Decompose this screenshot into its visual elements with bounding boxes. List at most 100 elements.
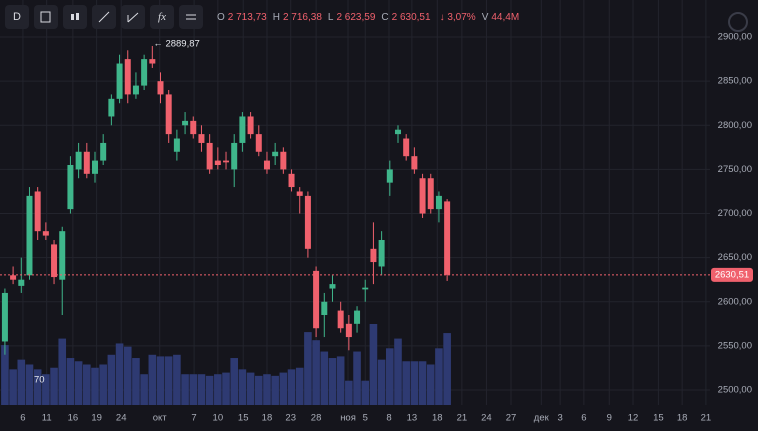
x-tick-label: 24 (481, 413, 492, 424)
x-tick-label: 12 (628, 413, 639, 424)
volume-bar (132, 358, 140, 405)
x-tick-label: 19 (91, 413, 102, 424)
volume-bar (99, 364, 107, 405)
candle-body (444, 201, 451, 275)
candle-body (370, 248, 377, 263)
candle-body (362, 287, 369, 290)
volume-bar (377, 359, 386, 405)
volume-bar (443, 333, 451, 405)
volume-bar (304, 332, 312, 405)
x-tick-label: 21 (457, 413, 468, 424)
volume-bar (254, 375, 263, 405)
candle-body (108, 98, 115, 117)
volume-bar (418, 361, 427, 405)
candle-body (435, 195, 442, 210)
candle-body (34, 191, 41, 232)
candle-body (394, 129, 401, 135)
candle-body (18, 279, 25, 286)
indicators-button[interactable]: fx (150, 5, 174, 29)
candle-body (190, 120, 197, 135)
volume-bar (66, 358, 75, 405)
candle-body (198, 134, 205, 143)
volume-bar (25, 364, 34, 405)
settings-button[interactable] (179, 5, 203, 29)
candle-body (386, 169, 393, 183)
candle-body (411, 156, 418, 170)
candle-body (419, 178, 426, 214)
y-tick-label: 2700,00 (718, 208, 752, 219)
x-tick-label: 8 (386, 413, 391, 424)
volume-bar (58, 338, 67, 405)
chart-type-button[interactable] (63, 5, 87, 29)
candle-body (329, 284, 336, 289)
volume-bar (394, 338, 402, 405)
volume-bar (91, 367, 99, 405)
candle-body (345, 323, 352, 338)
settings-icon[interactable] (728, 12, 748, 32)
candle-body (124, 59, 131, 95)
volume-bar (361, 380, 370, 405)
candle-body (304, 195, 311, 249)
candle-body (263, 160, 270, 170)
candle-body (337, 310, 344, 329)
ohlc-key: L (327, 11, 334, 23)
candle-body (296, 191, 303, 196)
template-button[interactable] (34, 5, 58, 29)
x-tick-label: 3 (557, 413, 562, 424)
volume-bar (123, 346, 132, 405)
volume-bar (369, 324, 378, 405)
volume-bar (140, 374, 148, 405)
y-tick-label: 2900,00 (718, 32, 752, 43)
y-tick-label: 2500,00 (718, 385, 752, 396)
x-tick-label: 15 (653, 413, 664, 424)
candle-body (288, 173, 295, 188)
high-annotation: ← 2889,87 (153, 39, 199, 50)
candle-body (354, 310, 361, 324)
candle-body (173, 138, 180, 152)
volume-bar (238, 369, 247, 405)
low-annotation: 70 (34, 375, 45, 386)
x-tick-label: 15 (238, 413, 249, 424)
candle-body (239, 116, 246, 143)
interval-button[interactable]: D (5, 5, 29, 29)
candle-body (272, 151, 279, 157)
shape-button[interactable] (121, 5, 145, 29)
volume-bar (295, 367, 304, 405)
x-tick-label: 18 (677, 413, 688, 424)
x-tick-label: 7 (191, 413, 196, 424)
volume-bar (271, 375, 279, 405)
volume-bar (263, 374, 271, 405)
volume-bar (181, 374, 189, 405)
candle-body (10, 275, 17, 280)
x-tick-label: 9 (607, 413, 612, 424)
candle-body (67, 165, 74, 210)
volume-bar (287, 369, 296, 405)
draw-button[interactable] (92, 5, 116, 29)
candle-body (165, 94, 172, 135)
volume-bar (345, 380, 353, 405)
x-tick-label: 16 (68, 413, 79, 424)
volume-bar (222, 372, 230, 405)
candle-body (42, 231, 49, 236)
x-tick-label: 10 (213, 413, 224, 424)
volume-bar (173, 354, 181, 405)
volume-bar (353, 351, 361, 405)
x-tick-label: 6 (20, 413, 25, 424)
y-tick-label: 2750,00 (718, 164, 752, 175)
ohlc-value: ↓ 3,07% (439, 11, 476, 23)
x-tick-label: 21 (701, 413, 712, 424)
y-tick-label: 2850,00 (718, 76, 752, 87)
volume-bar (435, 348, 443, 405)
candle-body (141, 59, 148, 86)
x-tick-label: 6 (581, 413, 586, 424)
candle-body (427, 178, 434, 210)
x-tick-label: 11 (42, 413, 52, 424)
candle-body (116, 63, 123, 99)
candle-body (403, 138, 410, 157)
ohlc-value: 2 623,59 (336, 11, 376, 23)
ohlc-value: 2 713,73 (227, 11, 267, 23)
ohlc-value: 44,4M (491, 11, 520, 23)
x-tick-label: дек (534, 413, 550, 424)
candle-body (51, 244, 58, 278)
